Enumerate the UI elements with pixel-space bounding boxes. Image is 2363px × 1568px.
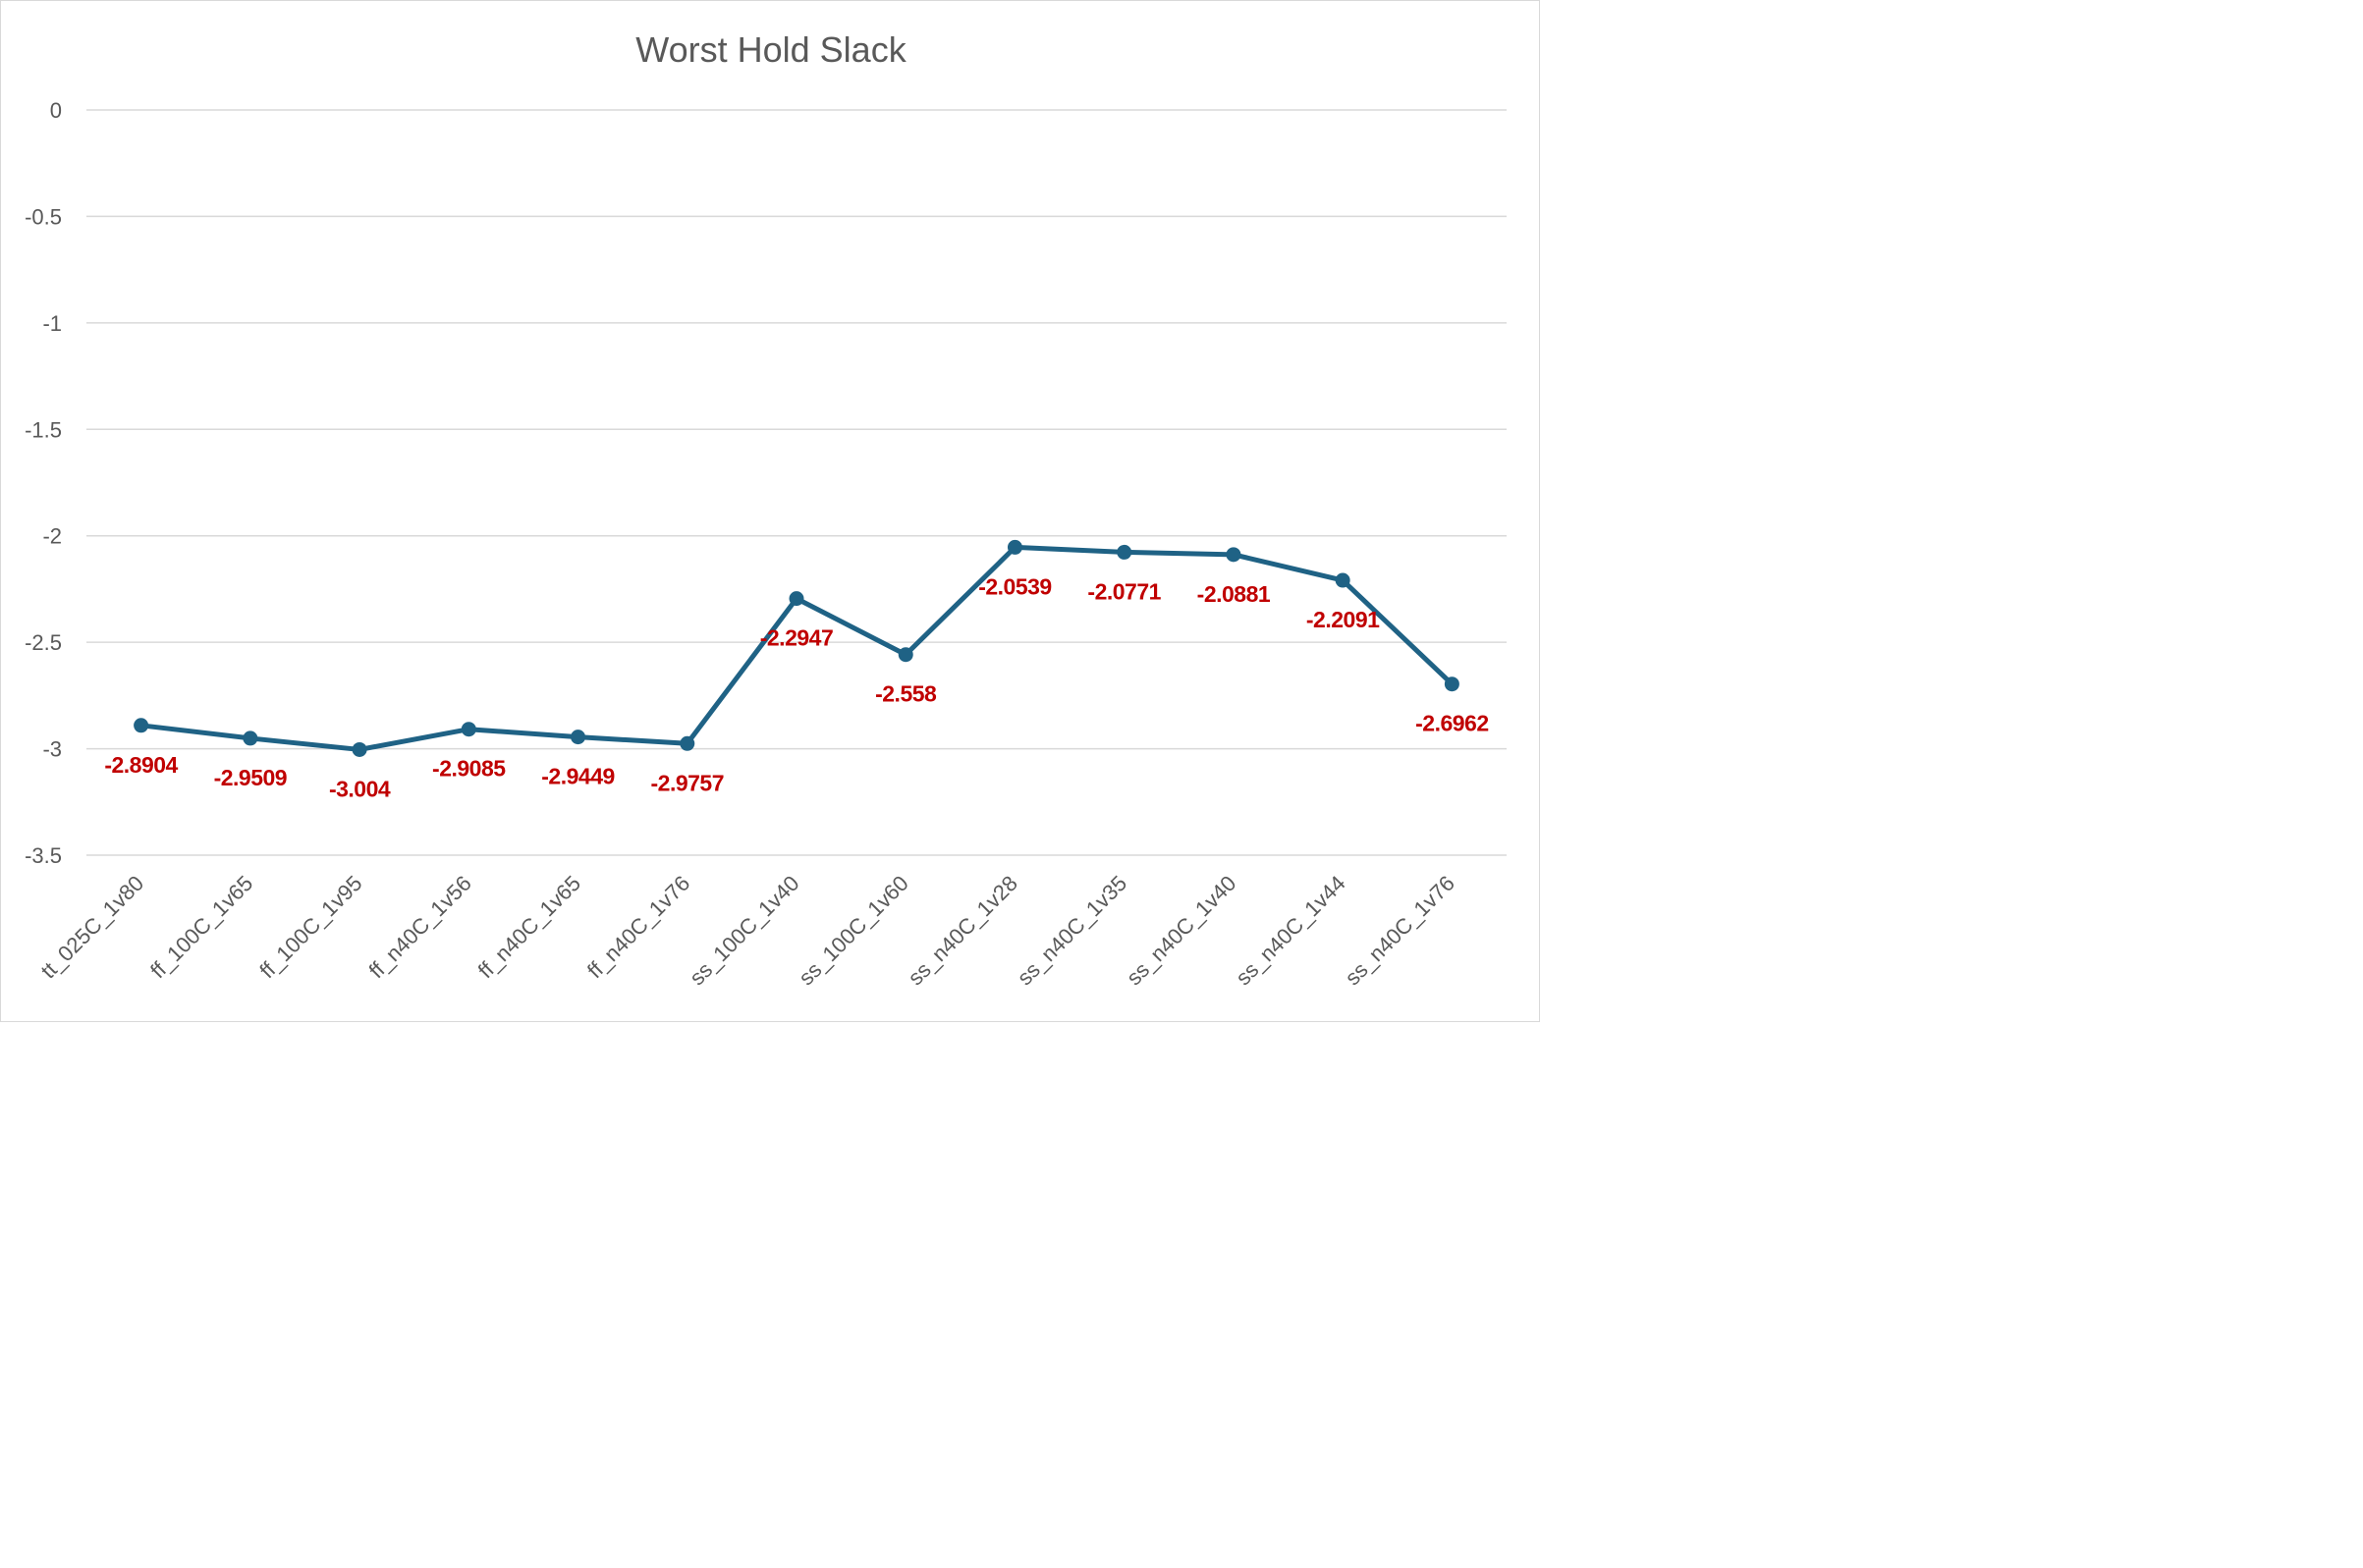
x-tick-label: ff_n40C_1v56 xyxy=(364,871,476,983)
data-point xyxy=(680,735,695,751)
chart-title: Worst Hold Slack xyxy=(635,29,907,70)
data-labels: -2.8904 -2.9509 -3.004 -2.9085 -2.9449 -2.975… xyxy=(104,573,1489,801)
data-label: -2.558 xyxy=(875,681,937,707)
x-tick-label: ff_n40C_1v65 xyxy=(473,871,585,983)
data-point xyxy=(571,730,586,745)
x-tick-label: tt_025C_1v80 xyxy=(36,871,149,984)
data-point xyxy=(1444,676,1459,692)
data-point xyxy=(1335,572,1350,588)
data-point xyxy=(898,647,913,663)
data-point xyxy=(789,591,804,607)
x-tick-label: ff_n40C_1v76 xyxy=(582,871,694,983)
data-point xyxy=(1226,547,1241,563)
data-point xyxy=(1007,539,1022,555)
gridlines xyxy=(86,109,1507,856)
data-label: -2.6962 xyxy=(1415,711,1489,736)
line-chart: Worst Hold Slack 0 -0.5 -1 -1.5 -2 -2.5 -3 -3.5… xyxy=(25,29,1507,990)
x-axis-tick-labels: tt_025C_1v80ff_100C_1v65ff_100C_1v95ff_n… xyxy=(36,871,1459,990)
y-tick-label: 0 xyxy=(50,98,62,123)
data-label: -2.9757 xyxy=(651,770,725,795)
x-tick-label: ss_n40C_1v44 xyxy=(1231,871,1349,990)
x-tick-label: ss_100C_1v60 xyxy=(794,871,912,990)
y-tick-label: -0.5 xyxy=(25,204,62,229)
data-point xyxy=(134,718,149,733)
data-label: -2.9449 xyxy=(541,764,615,789)
y-tick-label: -3 xyxy=(42,737,62,762)
y-tick-label: -2 xyxy=(42,524,62,549)
y-tick-label: -3.5 xyxy=(25,843,62,868)
x-tick-label: ff_100C_1v65 xyxy=(145,871,257,983)
x-tick-label: ss_n40C_1v76 xyxy=(1340,871,1458,990)
data-label: -2.0771 xyxy=(1087,578,1161,604)
data-label: -2.8904 xyxy=(104,752,178,778)
series-layer xyxy=(134,539,1459,757)
data-label: -2.9509 xyxy=(214,765,288,790)
y-tick-label: -1.5 xyxy=(25,417,62,442)
data-point xyxy=(461,722,476,737)
data-label: -2.9085 xyxy=(432,756,506,782)
x-tick-label: ss_100C_1v40 xyxy=(685,871,803,990)
data-label: -2.2091 xyxy=(1306,607,1380,632)
x-tick-label: ss_n40C_1v35 xyxy=(1013,871,1131,990)
y-tick-label: -1 xyxy=(42,311,62,336)
chart-frame: Worst Hold Slack 0 -0.5 -1 -1.5 -2 -2.5 -3 -3.5… xyxy=(0,0,1540,1022)
data-point xyxy=(352,741,367,757)
y-axis-tick-labels: 0 -0.5 -1 -1.5 -2 -2.5 -3 -3.5 xyxy=(25,98,62,868)
x-tick-label: ss_n40C_1v40 xyxy=(1122,871,1240,990)
x-tick-label: ff_100C_1v95 xyxy=(254,871,366,983)
data-label: -2.2947 xyxy=(760,625,834,651)
x-tick-label: ss_n40C_1v28 xyxy=(904,871,1022,990)
y-tick-label: -2.5 xyxy=(25,630,62,655)
data-label: -2.0539 xyxy=(978,573,1052,599)
data-label: -2.0881 xyxy=(1197,581,1271,607)
data-point xyxy=(243,730,258,746)
data-point xyxy=(1117,544,1132,560)
data-label: -3.004 xyxy=(329,776,391,801)
